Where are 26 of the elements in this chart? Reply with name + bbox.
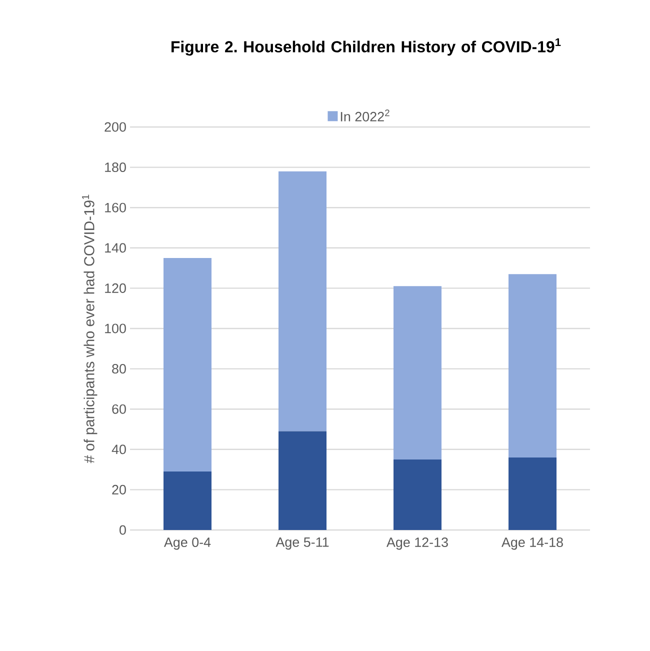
bar	[278, 431, 327, 530]
bar	[394, 459, 442, 530]
bar	[164, 258, 212, 472]
bar	[164, 472, 212, 530]
bar	[278, 171, 327, 432]
y-tick-label: 60	[112, 404, 126, 414]
bar	[508, 274, 557, 458]
x-tick-label: Age 0-4	[164, 538, 211, 550]
y-tick-label: 40	[112, 444, 126, 454]
y-tick-label: 140	[105, 243, 126, 253]
x-tick-label: Age 14-18	[502, 538, 563, 550]
legend-label: In 2022$^{2}$	[340, 110, 390, 122]
y-tick-label: 200	[104, 122, 126, 132]
bar	[394, 286, 442, 460]
y-axis-title: # of participants who ever had COVID-19$^{1}$	[82, 194, 98, 464]
y-tick-label: 100	[105, 324, 126, 334]
bar	[508, 457, 557, 530]
y-tick-label: 20	[112, 484, 126, 494]
x-tick-label: Age 12-13	[386, 538, 448, 550]
y-tick-label: 160	[105, 202, 126, 212]
chart-title: Figure 2. Household Children History of COVID-19$^{1}$	[172, 38, 561, 56]
y-tick-label: 0	[120, 525, 126, 535]
y-tick-label: 80	[112, 364, 126, 374]
y-tick-label: 120	[105, 283, 126, 293]
x-tick-label: Age 5-11	[276, 538, 329, 550]
y-tick-label: 180	[105, 162, 126, 172]
